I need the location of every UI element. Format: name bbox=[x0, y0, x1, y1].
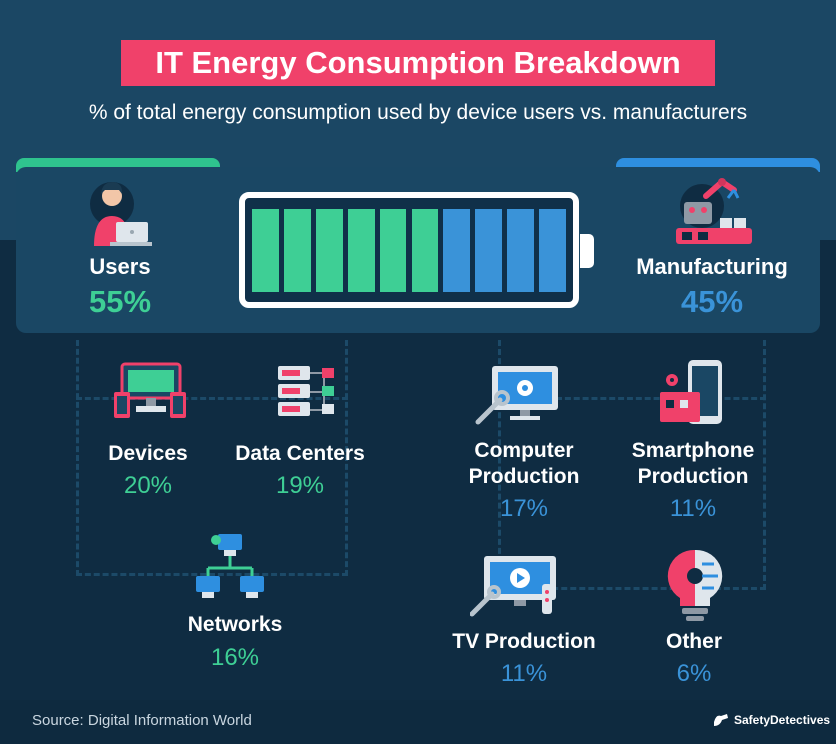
battery-cell-manufacturing bbox=[539, 209, 566, 292]
devices-label: Devices bbox=[108, 442, 188, 465]
computer-production-label: Computer Production bbox=[444, 438, 604, 490]
smartphone-production-line2: Production bbox=[637, 465, 749, 488]
other-label: Other bbox=[665, 630, 722, 653]
users-pct: 55% bbox=[88, 284, 152, 319]
tv-icon bbox=[470, 556, 556, 617]
user-laptop-icon bbox=[90, 182, 152, 246]
brand-name: SafetyDetectives bbox=[734, 713, 831, 727]
server-icon bbox=[278, 366, 334, 416]
tv-production-pct: 11% bbox=[500, 660, 548, 687]
battery-chart bbox=[239, 192, 579, 308]
data-centers-pct: 19% bbox=[275, 472, 325, 499]
source-text: Source: Digital Information World bbox=[32, 712, 252, 729]
smartphone-production-label: Smartphone Production bbox=[610, 438, 776, 490]
smartphone-production-pct: 11% bbox=[669, 495, 717, 522]
tv-production-label: TV Production bbox=[452, 630, 596, 653]
smartphone-production-line1: Smartphone bbox=[631, 439, 755, 462]
battery-cell-users bbox=[411, 209, 439, 292]
battery-cell-manufacturing bbox=[475, 209, 503, 292]
battery-cell-users bbox=[379, 209, 407, 292]
battery-cell-users bbox=[347, 209, 375, 292]
computer-production-line2: Production bbox=[468, 465, 580, 488]
data-centers-label: Data Centers bbox=[235, 442, 365, 465]
page-title: IT Energy Consumption Breakdown bbox=[121, 40, 715, 86]
footer-bar bbox=[0, 700, 836, 744]
networks-pct: 16% bbox=[210, 644, 260, 671]
computer-production-line1: Computer bbox=[474, 439, 574, 462]
battery-cap bbox=[580, 234, 594, 268]
other-pct: 6% bbox=[676, 660, 712, 687]
battery-cell-manufacturing bbox=[443, 209, 471, 292]
users-label: Users bbox=[89, 254, 151, 279]
devices-icon bbox=[114, 362, 186, 418]
network-icon bbox=[196, 534, 264, 598]
computer-gear-icon bbox=[475, 366, 558, 425]
robot-arm-icon bbox=[676, 178, 752, 244]
devices-pct: 20% bbox=[123, 472, 173, 499]
battery-cell-manufacturing bbox=[507, 209, 535, 292]
smartphone-icon bbox=[660, 360, 722, 424]
title-text: IT Energy Consumption Breakdown bbox=[155, 45, 681, 80]
battery-cell-users bbox=[252, 209, 279, 292]
users-connector bbox=[76, 340, 348, 576]
battery-cell-users bbox=[315, 209, 343, 292]
manufacturing-pct: 45% bbox=[680, 284, 744, 319]
brand-logo[interactable]: SafetyDetectives bbox=[712, 712, 830, 728]
page-subtitle: % of total energy consumption used by de… bbox=[88, 101, 748, 124]
users-connector-mid bbox=[76, 397, 348, 400]
networks-label: Networks bbox=[187, 613, 283, 636]
computer-production-pct: 17% bbox=[499, 495, 549, 522]
manufacturing-connector bbox=[498, 340, 766, 590]
lightbulb-brain-icon bbox=[667, 549, 723, 621]
manufacturing-label: Manufacturing bbox=[636, 254, 788, 279]
battery-cell-users bbox=[283, 209, 311, 292]
brand-hand-icon bbox=[714, 714, 728, 726]
